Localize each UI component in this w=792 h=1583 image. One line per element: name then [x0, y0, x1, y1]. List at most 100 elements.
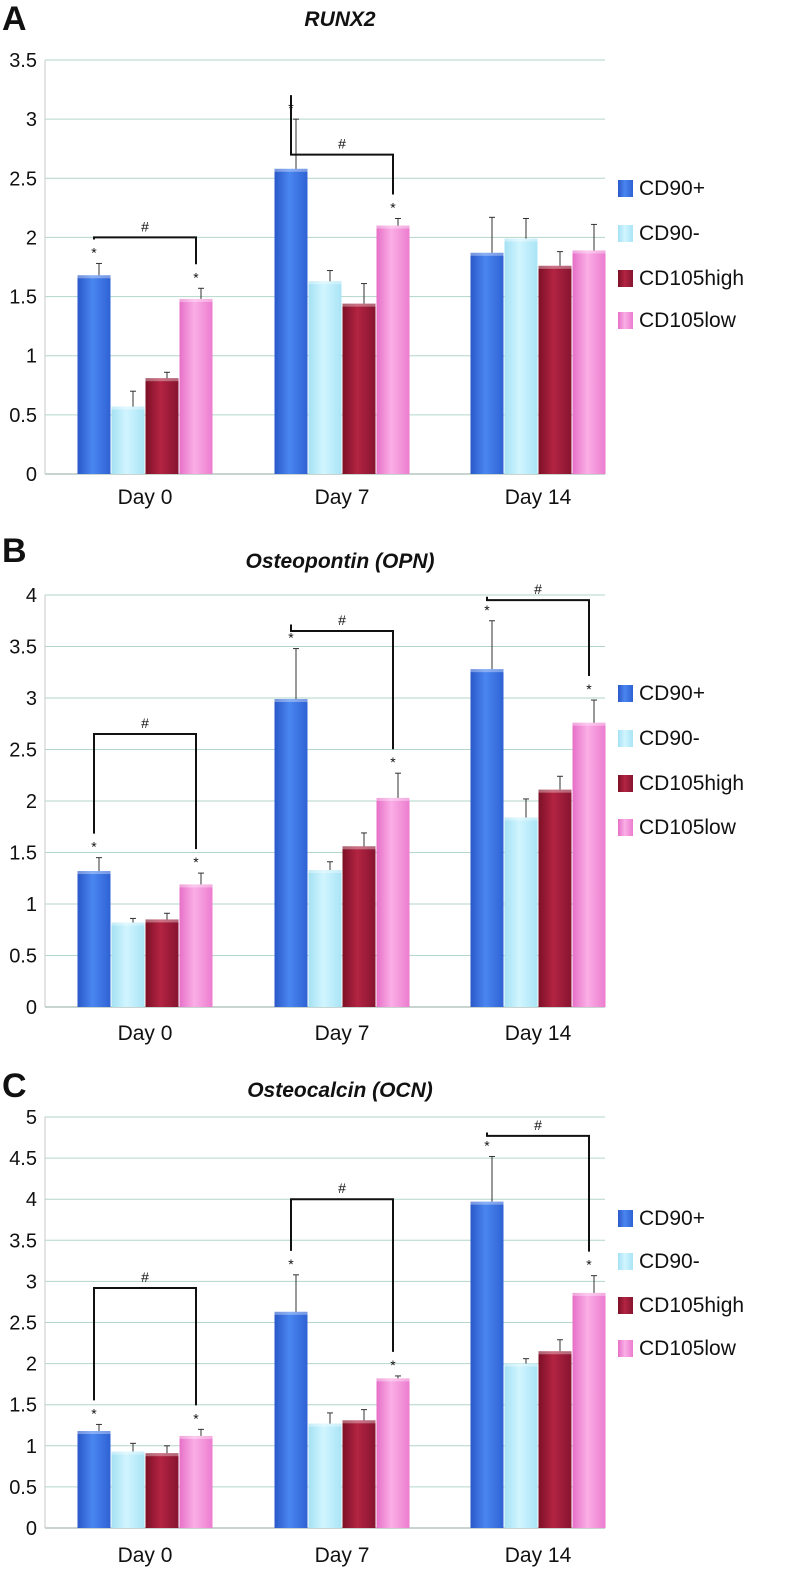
bar-a-day14-cd105low	[572, 250, 606, 474]
bar-a-day0-cd90pos	[77, 275, 111, 474]
x-tick-label-b-day14: Day 14	[505, 1022, 572, 1045]
legend-b: CD90+ CD90- CD105high CD105low	[618, 682, 744, 839]
star-c-day14-cd90pos: *	[484, 1137, 490, 1153]
significance-brackets-c: # # #	[93, 1117, 590, 1406]
bracket-label-a-day0: #	[141, 218, 149, 234]
bar-a-day0-cd105low	[179, 298, 213, 474]
legend-label-c-cd105low: CD105low	[639, 1337, 737, 1360]
bar-top-b-day14-cd105low	[572, 722, 606, 726]
y-tick-label-a-2: 1	[26, 346, 37, 368]
y-tick-label-c-2: 1	[26, 1436, 37, 1458]
y-tick-label-b-7: 3.5	[9, 637, 37, 659]
y-tick-label-b-5: 2.5	[9, 740, 37, 762]
bar-b-day14-cd105high	[538, 789, 572, 1007]
bar-top-c-day7-cd105high	[342, 1420, 376, 1424]
bar-top-c-day7-cd90neg	[308, 1423, 342, 1427]
bar-b-day0-cd90neg	[111, 922, 145, 1007]
bar-top-a-day14-cd105low	[572, 250, 606, 254]
bar-top-b-day0-cd90neg	[111, 922, 145, 926]
bar-b-day0-cd90pos	[77, 871, 111, 1007]
star-b-day0-cd105low: *	[193, 854, 199, 870]
panel-letter-b: B	[2, 532, 27, 570]
star-b-day14-cd105low: *	[586, 681, 592, 697]
bracket-label-b-day14: #	[534, 581, 542, 597]
bar-a-day7-cd90pos	[274, 168, 308, 474]
y-tick-label-a-6: 3	[26, 109, 37, 131]
bracket-label-b-day0: #	[141, 715, 149, 731]
panel-c: C Osteocalcin (OCN) 0 0.5 1 1.5 2 2.5 3 3.5 4 4.5…	[2, 1067, 744, 1567]
bar-a-day0-cd90neg	[111, 406, 145, 474]
significance-brackets-b: # # #	[93, 581, 590, 850]
bracket-label-a-day7: #	[338, 136, 346, 152]
legend-label-a-cd105low: CD105low	[639, 309, 737, 332]
bar-c-day14-cd105low	[572, 1292, 606, 1528]
star-c-day0-cd90pos: *	[91, 1405, 97, 1421]
bar-top-b-day0-cd90pos	[77, 871, 111, 875]
bar-top-c-day7-cd90pos	[274, 1311, 308, 1315]
legend-label-b-cd105high: CD105high	[639, 772, 744, 795]
legend-c: CD90+ CD90- CD105high CD105low	[618, 1207, 744, 1360]
error-bars-a	[96, 118, 597, 407]
error-bars-c	[96, 1155, 597, 1454]
bar-top-a-day7-cd90pos	[274, 168, 308, 172]
bar-top-c-day0-cd90neg	[111, 1451, 145, 1455]
y-tick-label-c-4: 2	[26, 1354, 37, 1376]
y-tick-label-b-2: 1	[26, 894, 37, 916]
bar-top-a-day7-cd90neg	[308, 281, 342, 285]
bracket-b-day14	[486, 596, 590, 677]
bar-c-day0-cd105low	[179, 1435, 213, 1528]
bracket-label-b-day7: #	[338, 612, 346, 628]
x-tick-label-a-day0: Day 0	[118, 486, 173, 509]
x-tick-label-a-day14: Day 14	[505, 486, 572, 509]
legend-label-b-cd105low: CD105low	[639, 816, 737, 839]
bar-top-a-day0-cd90pos	[77, 275, 111, 279]
y-tick-label-b-1: 0.5	[9, 946, 37, 968]
bracket-c-day14	[486, 1132, 590, 1252]
bar-a-day7-cd105high	[342, 303, 376, 474]
star-a-day7-cd105low: *	[390, 200, 396, 216]
legend-swatch-a-cd90neg	[618, 225, 633, 242]
y-tick-labels-b: 0 0.5 1 1.5 2 2.5 3 3.5 4	[9, 585, 37, 1019]
bar-top-c-day0-cd105low	[179, 1435, 213, 1439]
x-tick-labels-c: Day 0 Day 7 Day 14	[118, 1544, 572, 1567]
x-tick-label-c-day0: Day 0	[118, 1544, 173, 1567]
y-tick-label-b-6: 3	[26, 688, 37, 710]
legend-label-b-cd90pos: CD90+	[639, 682, 705, 705]
star-c-day14-cd105low: *	[586, 1257, 592, 1273]
bar-top-b-day7-cd90neg	[308, 870, 342, 874]
x-tick-label-c-day14: Day 14	[505, 1544, 572, 1567]
chart-title-b: Osteopontin (OPN)	[246, 550, 435, 573]
star-c-day0-cd105low: *	[193, 1410, 199, 1426]
y-tick-label-b-8: 4	[26, 585, 37, 607]
bar-top-a-day7-cd105high	[342, 303, 376, 307]
y-tick-label-c-3: 1.5	[9, 1395, 37, 1417]
legend-label-c-cd90pos: CD90+	[639, 1207, 705, 1230]
y-tick-label-b-3: 1.5	[9, 843, 37, 865]
bracket-b-day7	[290, 624, 394, 750]
bar-c-day7-cd90pos	[274, 1311, 308, 1528]
bar-c-day14-cd90pos	[470, 1201, 504, 1528]
star-b-day7-cd105low: *	[390, 754, 396, 770]
bar-top-b-day0-cd105low	[179, 884, 213, 888]
bar-b-day0-cd105high	[145, 919, 179, 1007]
y-tick-label-a-7: 3.5	[9, 50, 37, 72]
bars-c	[77, 1201, 606, 1528]
bar-b-day14-cd105low	[572, 722, 606, 1007]
bar-a-day7-cd105low	[376, 225, 410, 474]
legend-swatch-a-cd105low	[618, 312, 633, 329]
chart-title-a: RUNX2	[304, 8, 376, 31]
x-tick-label-c-day7: Day 7	[315, 1544, 370, 1567]
bar-b-day7-cd105low	[376, 797, 410, 1007]
legend-swatch-b-cd90neg	[618, 730, 633, 747]
legend-swatch-c-cd105low	[618, 1340, 633, 1357]
legend-swatch-b-cd90pos	[618, 685, 633, 702]
bar-top-a-day14-cd90neg	[504, 238, 538, 242]
bracket-a-day0	[93, 236, 197, 265]
bar-top-a-day14-cd105high	[538, 265, 572, 269]
bar-b-day7-cd105high	[342, 846, 376, 1007]
bar-b-day14-cd90pos	[470, 669, 504, 1007]
bracket-b-day0	[93, 733, 197, 850]
y-tick-label-c-10: 5	[26, 1107, 37, 1129]
bar-top-a-day0-cd105high	[145, 378, 179, 382]
